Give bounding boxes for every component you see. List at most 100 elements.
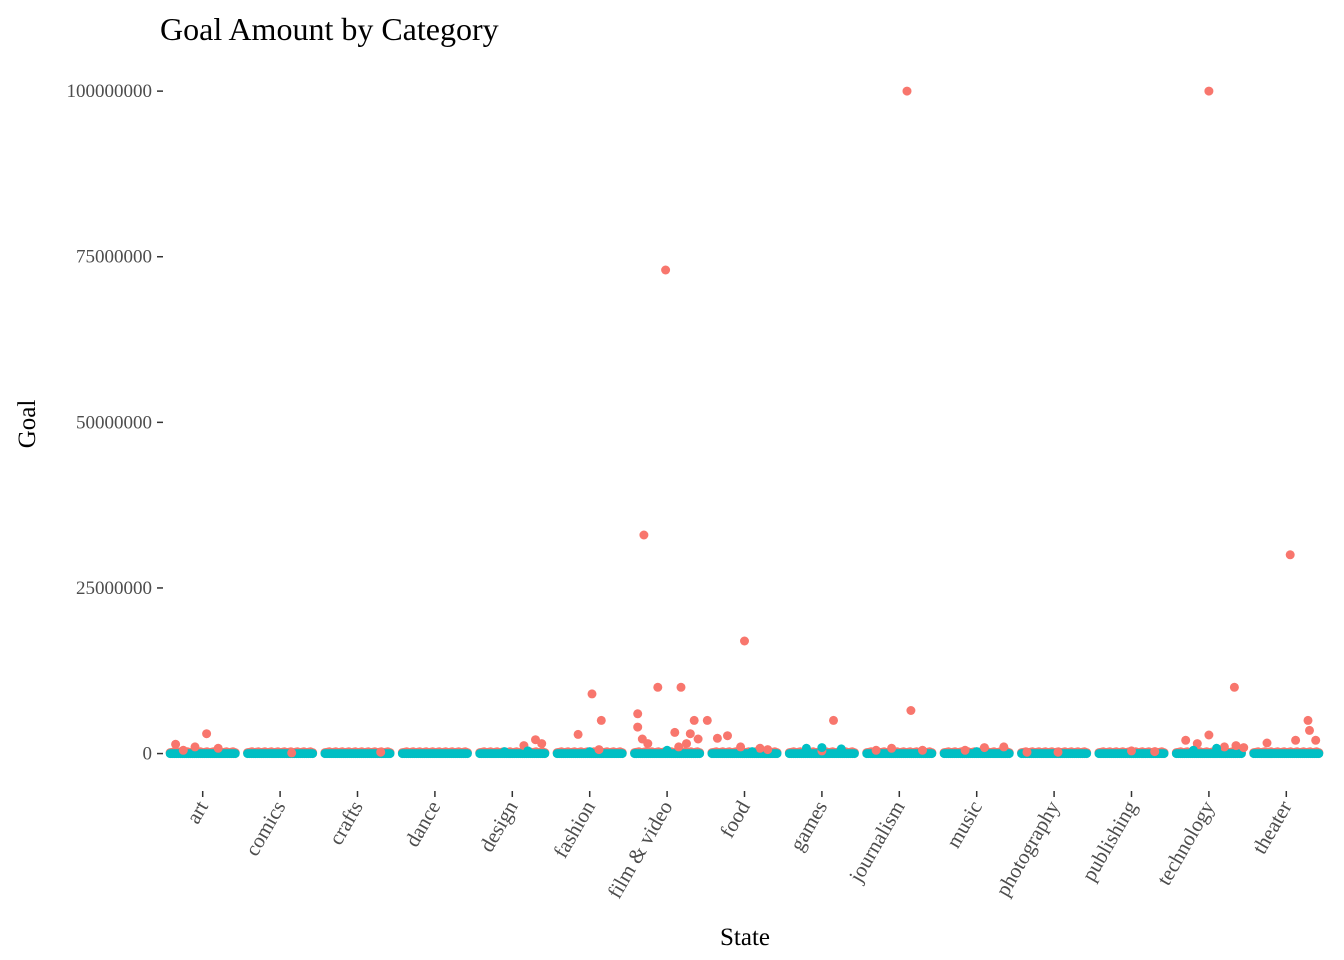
data-point <box>1305 725 1314 735</box>
data-point <box>1022 747 1032 757</box>
data-point <box>500 747 510 757</box>
data-point <box>653 682 663 692</box>
data-point <box>376 747 386 757</box>
data-point <box>906 706 916 715</box>
data-point <box>829 715 838 725</box>
x-tick-label: journalism <box>843 797 909 888</box>
y-tick-label: 0 <box>143 744 153 765</box>
x-axis-title: State <box>720 924 770 951</box>
data-point <box>287 748 297 758</box>
data-point <box>999 742 1009 752</box>
data-point <box>1127 746 1136 756</box>
data-point <box>1181 735 1191 745</box>
data-point <box>1219 742 1229 752</box>
x-tick-label: design <box>474 796 522 856</box>
data-point <box>676 682 686 692</box>
data-point <box>747 747 757 757</box>
y-tick-label: 100000000 <box>67 81 153 102</box>
data-point <box>202 729 212 739</box>
data-point <box>639 530 649 540</box>
data-point <box>1082 749 1092 759</box>
data-point <box>171 739 181 749</box>
x-tick-label: publishing <box>1077 796 1142 885</box>
data-point <box>674 742 684 752</box>
y-tick-label: 25000000 <box>76 578 152 599</box>
data-point <box>540 749 550 759</box>
data-point <box>801 743 811 753</box>
data-point <box>587 689 597 699</box>
data-point <box>927 749 937 759</box>
data-point <box>537 739 547 749</box>
data-point <box>1159 749 1169 759</box>
data-point <box>1231 741 1241 751</box>
data-point <box>689 715 699 725</box>
data-point <box>230 749 240 759</box>
x-tick-label: comics <box>240 797 291 861</box>
data-point <box>1314 749 1324 759</box>
data-point <box>1285 550 1295 560</box>
data-point <box>685 729 695 739</box>
y-tick-label: 75000000 <box>76 247 152 268</box>
data-point <box>213 743 223 753</box>
x-tick-label: crafts <box>324 797 368 849</box>
data-point <box>871 745 881 755</box>
data-point <box>1303 715 1313 725</box>
data-point <box>1150 747 1160 757</box>
data-point <box>849 749 859 759</box>
data-point <box>1212 743 1222 753</box>
data-point <box>573 729 583 739</box>
x-tick-label: dance <box>400 797 445 851</box>
data-point <box>712 733 722 743</box>
data-point <box>702 715 712 725</box>
data-point <box>178 745 188 755</box>
data-point <box>1192 739 1202 749</box>
data-points <box>165 86 1324 759</box>
data-point <box>736 742 746 752</box>
data-point <box>190 742 200 752</box>
data-point <box>1262 738 1272 748</box>
data-point <box>1053 747 1063 757</box>
data-point <box>1204 86 1214 96</box>
data-point <box>918 745 927 755</box>
data-point <box>661 265 671 275</box>
y-axis-title: Goal <box>14 400 41 449</box>
x-tick-label: art <box>181 796 213 827</box>
data-point <box>1291 735 1301 745</box>
x-tick-label: games <box>785 797 833 855</box>
data-point <box>633 709 643 719</box>
data-point <box>695 749 705 759</box>
y-axis: 0 25000000 50000000 75000000 100000000 <box>67 81 163 765</box>
data-point <box>960 745 970 755</box>
data-point <box>763 745 773 755</box>
x-tick-label: photography <box>991 796 1065 900</box>
data-point <box>693 734 703 744</box>
data-point <box>772 749 782 759</box>
data-point <box>755 743 765 753</box>
data-point <box>633 722 643 732</box>
data-point <box>308 749 318 759</box>
data-point <box>836 744 846 754</box>
x-axis: art comics crafts dance design fashion film & … <box>181 791 1297 903</box>
x-tick-label: food <box>715 796 755 842</box>
data-point <box>385 749 395 759</box>
x-tick-label: theater <box>1247 796 1296 857</box>
data-point <box>1239 743 1249 753</box>
data-point <box>585 747 595 757</box>
data-point <box>817 743 827 753</box>
data-point <box>972 747 982 757</box>
data-point <box>979 743 989 753</box>
data-point <box>1204 730 1214 740</box>
y-tick-label: 50000000 <box>76 412 152 433</box>
data-point <box>1229 682 1239 692</box>
data-point <box>670 727 680 737</box>
data-point <box>887 743 897 753</box>
x-tick-label: technology <box>1152 796 1220 889</box>
x-tick-label: film & video <box>602 797 677 903</box>
data-point <box>643 739 653 749</box>
x-tick-label: fashion <box>548 796 600 862</box>
data-point <box>682 739 691 749</box>
data-point <box>1311 735 1321 745</box>
data-point <box>740 636 749 646</box>
data-point <box>594 745 604 755</box>
